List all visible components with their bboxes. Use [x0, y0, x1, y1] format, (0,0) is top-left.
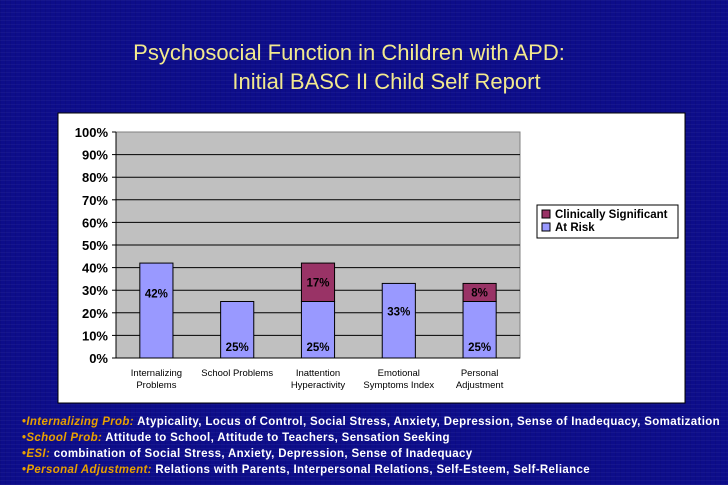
legend-label: Clinically Significant — [555, 209, 668, 221]
y-tick-label: 60% — [82, 215, 108, 230]
legend-swatch — [541, 222, 551, 232]
y-tick-label: 0% — [89, 351, 108, 366]
x-tick-label: Emotional — [378, 368, 420, 379]
bar-at-risk — [220, 301, 255, 359]
y-tick-label: 40% — [82, 261, 108, 276]
x-tick-label: Internalizing — [131, 368, 182, 379]
stacked-bar-chart: 100% 90% 80% 70% 60% 50% 40% 30% 20% 10% 0% 42% Inte… — [57, 112, 686, 404]
x-tick-label: Problems — [136, 380, 176, 391]
title-line-2: Initial BASC II Child Self Report — [232, 69, 541, 94]
data-label: 25% — [226, 342, 249, 354]
legend-label: At Risk — [555, 222, 595, 234]
footnote-item: •Personal Adjustment: Relations with Par… — [22, 462, 722, 478]
slide-title: Psychosocial Function in Children with A… — [0, 38, 728, 96]
y-tick-label: 10% — [82, 328, 108, 343]
y-tick-label: 100% — [75, 125, 109, 140]
bar-clinically-significant — [462, 282, 497, 303]
footnote-term: Personal Adjustment: — [26, 464, 152, 476]
bar-clinically-significant — [300, 262, 336, 302]
footnote-text: Attitude to School, Attitude to Teachers… — [102, 432, 450, 444]
footnote-term: Internalizing Prob: — [26, 416, 134, 428]
y-tick-label: 50% — [82, 238, 108, 253]
bar-at-risk — [139, 262, 174, 359]
bullet-icon: • — [22, 464, 27, 476]
x-tick-label: Hyperactivity — [291, 380, 346, 391]
y-tick-label: 80% — [82, 170, 108, 185]
bullet-icon: • — [22, 432, 27, 444]
footnote-item: •Internalizing Prob: Atypicality, Locus … — [22, 414, 722, 430]
y-tick-label: 70% — [82, 193, 108, 208]
x-tick-label: Personal — [461, 368, 499, 379]
footnote-text: combination of Social Stress, Anxiety, D… — [50, 448, 473, 460]
footnotes: •Internalizing Prob: Atypicality, Locus … — [22, 414, 722, 478]
footnote-item: •School Prob: Attitude to School, Attitu… — [22, 430, 722, 446]
bullet-icon: • — [22, 416, 27, 428]
y-tick-label: 90% — [82, 148, 108, 163]
title-line-1: Psychosocial Function in Children with A… — [133, 40, 565, 65]
footnote-text: Atypicality, Locus of Control, Social St… — [134, 416, 720, 428]
x-tick-label: Symptoms Index — [363, 380, 434, 391]
footnote-text: Relations with Parents, Interpersonal Re… — [151, 464, 590, 476]
data-label: 8% — [471, 287, 488, 299]
data-label: 33% — [387, 307, 410, 319]
data-label: 25% — [468, 342, 491, 354]
data-label: 42% — [145, 289, 168, 301]
bar-at-risk — [381, 282, 416, 359]
x-tick-label: Inattention — [296, 368, 340, 379]
x-tick-label: School Problems — [201, 368, 273, 379]
bar-at-risk — [462, 301, 497, 359]
x-tick-label: Adjustment — [456, 380, 504, 391]
footnote-term: School Prob: — [26, 432, 103, 444]
data-label: 17% — [306, 277, 329, 289]
legend-swatch — [541, 209, 551, 219]
data-label: 25% — [306, 342, 329, 354]
footnote-item: •ESI: combination of Social Stress, Anxi… — [22, 446, 722, 462]
y-tick-label: 20% — [82, 306, 108, 321]
legend — [536, 204, 679, 239]
bullet-icon: • — [22, 448, 27, 460]
footnote-term: ESI: — [26, 448, 51, 460]
y-tick-label: 30% — [82, 283, 108, 298]
